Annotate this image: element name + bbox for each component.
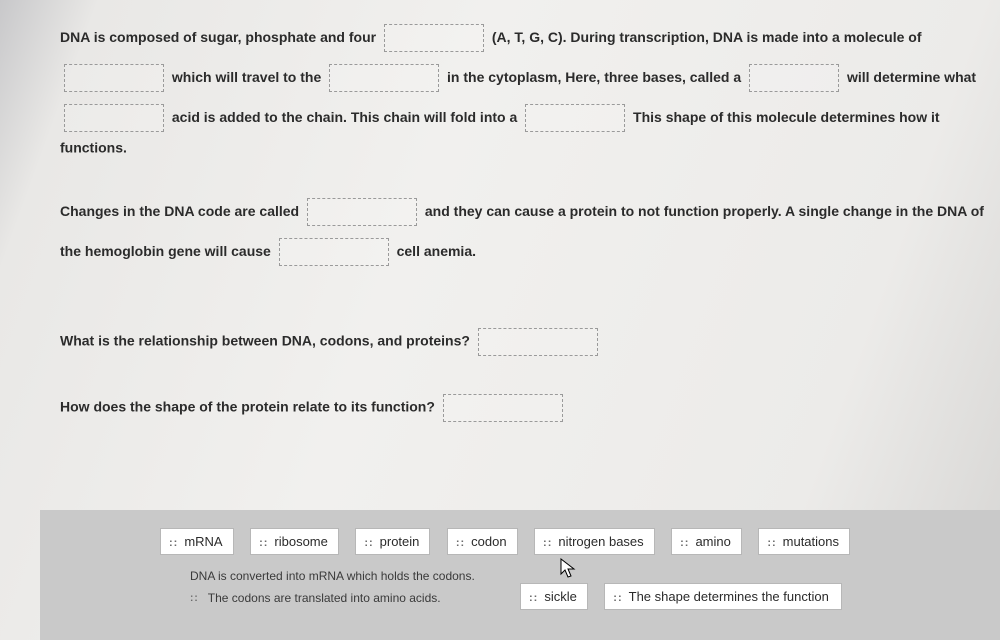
blank-mrna[interactable] bbox=[64, 64, 164, 92]
chip-mrna[interactable]: ::mRNA bbox=[160, 528, 234, 555]
chip-label: ribosome bbox=[274, 534, 327, 549]
chip-shape-function[interactable]: ::The shape determines the function bbox=[604, 583, 842, 610]
blank-sickle[interactable] bbox=[279, 238, 389, 266]
chip-ribosome[interactable]: ::ribosome bbox=[250, 528, 339, 555]
chip-label: mutations bbox=[783, 534, 839, 549]
grip-icon: :: bbox=[190, 593, 199, 604]
chip-nitrogen-bases[interactable]: ::nitrogen bases bbox=[534, 528, 655, 555]
p1-text-2: (A, T, G, C). During transcription, DNA … bbox=[492, 29, 922, 45]
grip-icon: :: bbox=[680, 537, 689, 549]
p2-text-1: Changes in the DNA code are called bbox=[60, 203, 299, 219]
p2-text-4: cell anemia. bbox=[397, 243, 476, 259]
chip-label: amino bbox=[695, 534, 730, 549]
question-1-row: What is the relationship between DNA, co… bbox=[60, 322, 990, 362]
chip-label: protein bbox=[380, 534, 420, 549]
bank-subline-2-text: The codons are translated into amino aci… bbox=[208, 591, 441, 605]
blank-codon[interactable] bbox=[749, 64, 839, 92]
grip-icon: :: bbox=[169, 537, 178, 549]
p1-text-5: will determine what bbox=[847, 69, 976, 85]
blank-q1[interactable] bbox=[478, 328, 598, 356]
blank-q2[interactable] bbox=[443, 394, 563, 422]
blank-amino[interactable] bbox=[64, 104, 164, 132]
chip-mutations[interactable]: ::mutations bbox=[758, 528, 850, 555]
grip-icon: :: bbox=[529, 592, 538, 604]
chip-amino[interactable]: ::amino bbox=[671, 528, 742, 555]
paragraph-1: DNA is composed of sugar, phosphate and … bbox=[60, 18, 990, 158]
paragraph-2: Changes in the DNA code are called and t… bbox=[60, 192, 990, 272]
grip-icon: :: bbox=[259, 537, 268, 549]
grip-icon: :: bbox=[456, 537, 465, 549]
p1-text-3: which will travel to the bbox=[172, 69, 321, 85]
bank-subline-2: :: The codons are translated into amino … bbox=[190, 591, 520, 605]
bank-subline-1: DNA is converted into mRNA which holds t… bbox=[190, 569, 520, 583]
grip-icon: :: bbox=[364, 537, 373, 549]
blank-mutations[interactable] bbox=[307, 198, 417, 226]
chip-sickle[interactable]: ::sickle bbox=[520, 583, 588, 610]
blank-protein[interactable] bbox=[525, 104, 625, 132]
worksheet-body: DNA is composed of sugar, phosphate and … bbox=[60, 18, 990, 428]
p1-text-7: This shape of this molecule determines h… bbox=[633, 109, 940, 125]
blank-nitrogen-bases[interactable] bbox=[384, 24, 484, 52]
p2-text-3: the hemoglobin gene will cause bbox=[60, 243, 271, 259]
p1-text-8: functions. bbox=[60, 140, 127, 156]
grip-icon: :: bbox=[543, 537, 552, 549]
question-1: What is the relationship between DNA, co… bbox=[60, 333, 470, 349]
bank-row-1: ::mRNA ::ribosome ::protein ::codon ::ni… bbox=[160, 528, 976, 555]
chip-label: nitrogen bases bbox=[558, 534, 643, 549]
chip-codon[interactable]: ::codon bbox=[447, 528, 518, 555]
question-2-row: How does the shape of the protein relate… bbox=[60, 388, 990, 428]
p2-text-2: and they can cause a protein to not func… bbox=[425, 203, 984, 219]
chip-label: mRNA bbox=[184, 534, 222, 549]
grip-icon: :: bbox=[767, 537, 776, 549]
grip-icon: :: bbox=[613, 592, 622, 604]
blank-ribosome[interactable] bbox=[329, 64, 439, 92]
chip-label: sickle bbox=[544, 589, 577, 604]
p1-text-1: DNA is composed of sugar, phosphate and … bbox=[60, 29, 376, 45]
question-2: How does the shape of the protein relate… bbox=[60, 399, 435, 415]
chip-label: codon bbox=[471, 534, 506, 549]
p1-text-6: acid is added to the chain. This chain w… bbox=[172, 109, 517, 125]
p1-text-4: in the cytoplasm, Here, three bases, cal… bbox=[447, 69, 741, 85]
chip-protein[interactable]: ::protein bbox=[355, 528, 430, 555]
answer-bank: ::mRNA ::ribosome ::protein ::codon ::ni… bbox=[40, 510, 1000, 640]
chip-label: The shape determines the function bbox=[629, 589, 829, 604]
